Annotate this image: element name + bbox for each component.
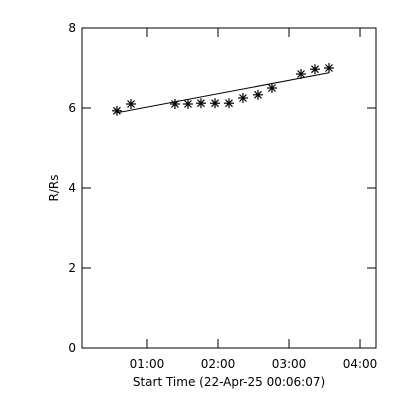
asterisk-stroke xyxy=(239,94,247,102)
asterisk-stroke xyxy=(311,65,319,74)
data-point xyxy=(296,69,307,79)
asterisk-stroke xyxy=(225,99,233,108)
x-tick-label: 03:00 xyxy=(272,357,307,371)
data-point xyxy=(169,99,180,109)
asterisk-stroke xyxy=(127,100,135,108)
asterisk-stroke xyxy=(268,84,276,92)
x-tick-label: 01:00 xyxy=(130,357,165,371)
y-tick-label: 4 xyxy=(68,181,76,195)
x-axis-label: Start Time (22-Apr-25 00:06:07) xyxy=(133,375,325,389)
asterisk-stroke xyxy=(197,99,205,108)
fit-line xyxy=(116,72,330,114)
asterisk-stroke xyxy=(325,64,333,72)
y-tick-label: 0 xyxy=(68,341,76,355)
data-point xyxy=(195,98,206,109)
x-tick-label: 02:00 xyxy=(201,357,236,371)
data-point xyxy=(126,99,136,109)
data-point xyxy=(309,64,320,75)
y-tick-label: 8 xyxy=(68,21,76,35)
data-point xyxy=(111,105,122,116)
data-point xyxy=(252,89,263,100)
x-tick-label: 04:00 xyxy=(343,357,378,371)
data-point xyxy=(182,99,193,109)
asterisk-stroke xyxy=(211,99,219,108)
asterisk-stroke xyxy=(113,106,121,115)
data-point xyxy=(224,98,234,109)
y-axis-label: R/Rs xyxy=(47,175,61,202)
data-point xyxy=(210,98,221,109)
data-point xyxy=(237,93,248,103)
y-tick-label: 2 xyxy=(68,261,76,275)
y-tick-label: 6 xyxy=(68,101,76,115)
data-point xyxy=(266,83,277,93)
asterisk-stroke xyxy=(297,70,305,78)
asterisk-stroke xyxy=(254,90,262,99)
asterisk-stroke xyxy=(184,100,192,108)
plot-frame xyxy=(81,27,377,349)
data-point xyxy=(323,63,334,73)
